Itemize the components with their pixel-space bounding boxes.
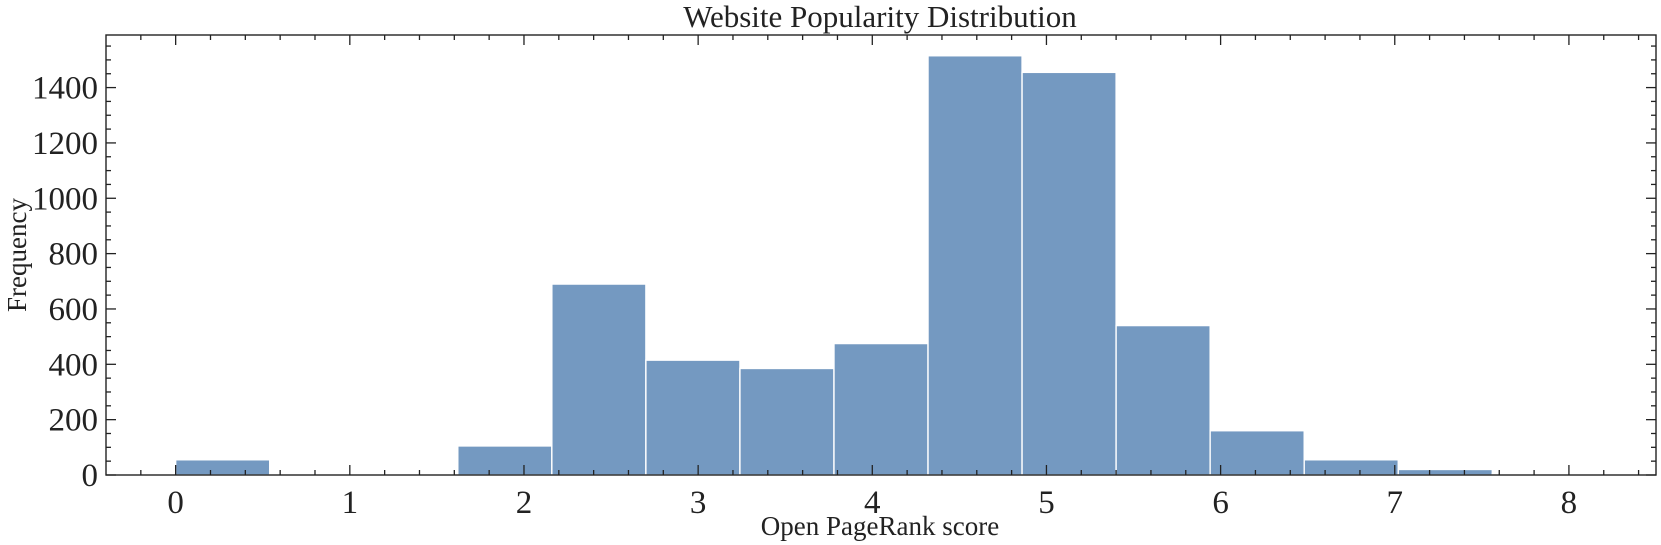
histogram-bar bbox=[551, 283, 647, 476]
histogram-bar bbox=[1397, 468, 1493, 476]
y-tick-label: 1400 bbox=[32, 71, 98, 107]
x-tick-label: 7 bbox=[1387, 485, 1404, 521]
y-tick-label: 1000 bbox=[32, 181, 98, 217]
histogram-bar bbox=[1303, 459, 1399, 476]
y-tick-label: 0 bbox=[82, 458, 99, 494]
histogram-bar bbox=[645, 359, 741, 476]
x-tick-label: 2 bbox=[516, 485, 533, 521]
histogram-bar bbox=[174, 459, 271, 476]
y-tick-label: 800 bbox=[49, 237, 99, 273]
x-tick-label: 8 bbox=[1561, 485, 1578, 521]
x-tick-label: 0 bbox=[167, 485, 184, 521]
histogram-bar bbox=[1209, 430, 1305, 476]
bars-group bbox=[174, 55, 1588, 476]
y-tick-label: 200 bbox=[49, 403, 99, 439]
histogram-bar bbox=[457, 445, 553, 476]
x-axis-label: Open PageRank score bbox=[761, 511, 999, 541]
y-axis-label: Frequency bbox=[2, 198, 32, 312]
histogram-bar bbox=[739, 367, 835, 476]
histogram-bar bbox=[927, 55, 1023, 476]
chart-title: Website Popularity Distribution bbox=[683, 0, 1077, 34]
plot-frame bbox=[105, 34, 1657, 476]
x-tick-label: 4 bbox=[864, 485, 881, 521]
x-tick-label: 1 bbox=[342, 485, 359, 521]
x-tick-label: 6 bbox=[1212, 485, 1229, 521]
x-tick-label: 3 bbox=[690, 485, 707, 521]
y-tick-label: 600 bbox=[49, 292, 99, 328]
y-tick-label: 1200 bbox=[32, 126, 98, 162]
histogram-bar bbox=[1021, 71, 1117, 476]
histogram-bar bbox=[1115, 324, 1211, 476]
ticks-group: 0 1 2 3 4 5 6 7 8 0 200 400 600 800 1000 1200 1400 bbox=[32, 35, 1656, 521]
y-tick-label: 400 bbox=[49, 347, 99, 383]
x-tick-label: 5 bbox=[1038, 485, 1055, 521]
histogram-bar bbox=[833, 342, 929, 476]
